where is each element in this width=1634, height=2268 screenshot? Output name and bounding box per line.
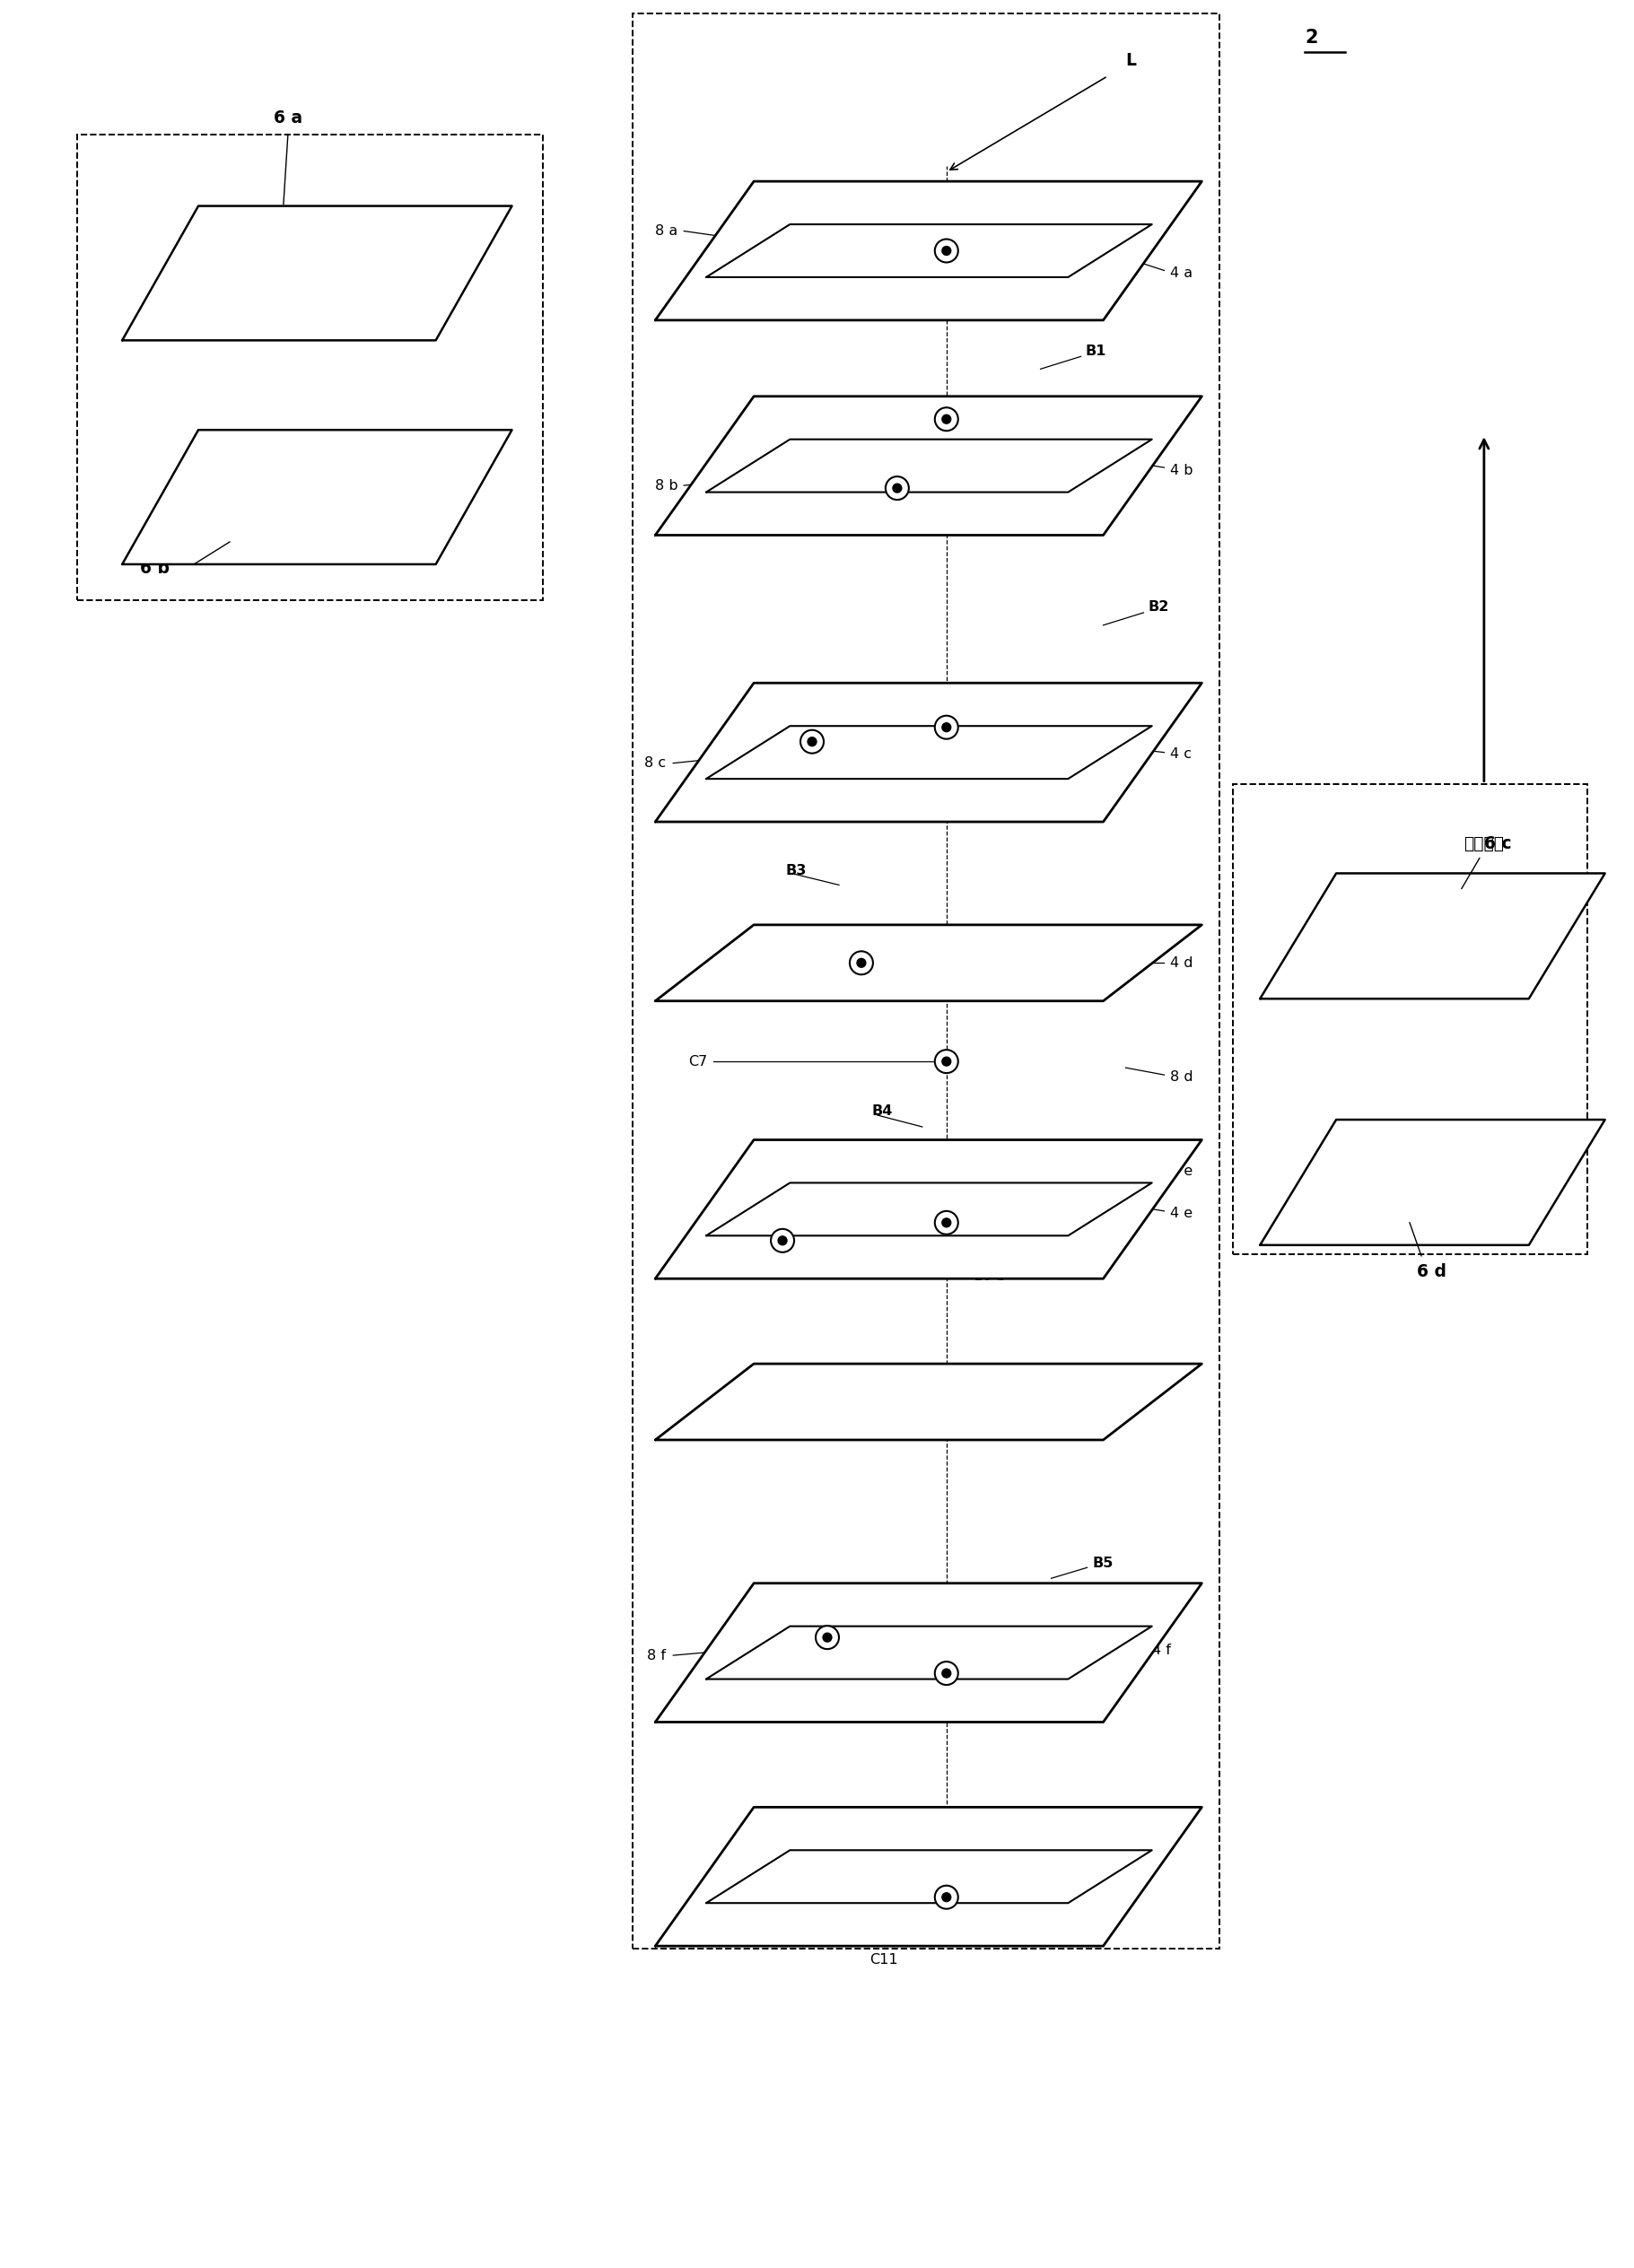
Polygon shape [655, 1808, 1201, 1946]
Text: 8 e: 8 e [1170, 1166, 1193, 1179]
Text: 8 a: 8 a [655, 225, 678, 238]
Text: 層叠方向: 層叠方向 [1464, 835, 1505, 853]
Polygon shape [1260, 1120, 1605, 1245]
Text: 8 b: 8 b [655, 479, 678, 492]
Circle shape [807, 737, 817, 746]
Circle shape [778, 1236, 788, 1245]
Circle shape [935, 238, 958, 263]
Text: 6 a: 6 a [273, 109, 302, 127]
Text: 8 c: 8 c [644, 758, 667, 769]
Polygon shape [1260, 873, 1605, 998]
Text: C4: C4 [1011, 714, 1031, 728]
Text: C8: C8 [703, 1241, 722, 1254]
Polygon shape [655, 1363, 1201, 1440]
Circle shape [943, 1669, 951, 1678]
Circle shape [943, 1894, 951, 1901]
Polygon shape [706, 726, 1152, 778]
Text: 6 c: 6 c [1484, 835, 1511, 853]
Polygon shape [655, 397, 1201, 535]
Text: 4 e: 4 e [1170, 1207, 1193, 1220]
Circle shape [824, 1633, 832, 1642]
Text: C12: C12 [737, 1626, 765, 1640]
Polygon shape [706, 1184, 1152, 1236]
Text: C6: C6 [807, 957, 825, 971]
Text: 8 f: 8 f [647, 1649, 667, 1662]
Text: B4: B4 [873, 1105, 894, 1118]
Circle shape [886, 476, 909, 499]
Circle shape [935, 1211, 958, 1234]
Polygon shape [655, 925, 1201, 1000]
Text: 4 a: 4 a [1170, 265, 1193, 279]
Polygon shape [123, 431, 511, 565]
Polygon shape [655, 683, 1201, 821]
Circle shape [943, 415, 951, 424]
Text: 6 d: 6 d [1417, 1263, 1446, 1281]
Circle shape [850, 950, 873, 975]
Circle shape [815, 1626, 838, 1649]
Text: B1: B1 [1085, 345, 1106, 358]
Text: 2: 2 [1306, 29, 1319, 48]
Text: C10: C10 [1010, 1667, 1038, 1681]
Polygon shape [655, 181, 1201, 320]
Text: C11: C11 [869, 1953, 899, 1966]
Text: C9: C9 [1010, 1216, 1028, 1229]
Circle shape [943, 247, 951, 256]
Circle shape [935, 1885, 958, 1910]
Text: C2: C2 [815, 481, 835, 494]
Text: C5: C5 [734, 723, 752, 737]
Circle shape [943, 1218, 951, 1227]
Bar [77, 134, 542, 601]
Bar [632, 14, 1219, 1948]
Text: 4 d: 4 d [1170, 957, 1193, 971]
Text: C7: C7 [688, 1055, 708, 1068]
Text: B3: B3 [786, 864, 806, 878]
Circle shape [935, 408, 958, 431]
Polygon shape [706, 1626, 1152, 1678]
Text: 6 b: 6 b [141, 560, 170, 578]
Circle shape [943, 1057, 951, 1066]
Polygon shape [706, 1851, 1152, 1903]
Polygon shape [123, 206, 511, 340]
Text: C3: C3 [1011, 411, 1031, 424]
Circle shape [935, 717, 958, 739]
Text: 4 b: 4 b [1170, 463, 1193, 476]
Circle shape [892, 483, 902, 492]
Polygon shape [706, 440, 1152, 492]
Text: B2: B2 [1149, 601, 1168, 615]
Circle shape [935, 1662, 958, 1685]
Text: 4 f: 4 f [1152, 1644, 1172, 1656]
Text: 10 b: 10 b [974, 1270, 1005, 1284]
Circle shape [935, 1050, 958, 1073]
Polygon shape [655, 1141, 1201, 1279]
Circle shape [801, 730, 824, 753]
Text: 4 c: 4 c [1170, 748, 1191, 762]
Circle shape [943, 723, 951, 733]
Text: 8 d: 8 d [1170, 1070, 1193, 1084]
Polygon shape [655, 1583, 1201, 1721]
Bar [1234, 785, 1587, 1254]
Circle shape [771, 1229, 794, 1252]
Text: C1: C1 [815, 245, 835, 259]
Text: B5: B5 [1093, 1556, 1113, 1569]
Text: 10 a: 10 a [763, 420, 794, 433]
Circle shape [856, 959, 866, 968]
Polygon shape [706, 225, 1152, 277]
Text: L: L [1126, 52, 1136, 70]
